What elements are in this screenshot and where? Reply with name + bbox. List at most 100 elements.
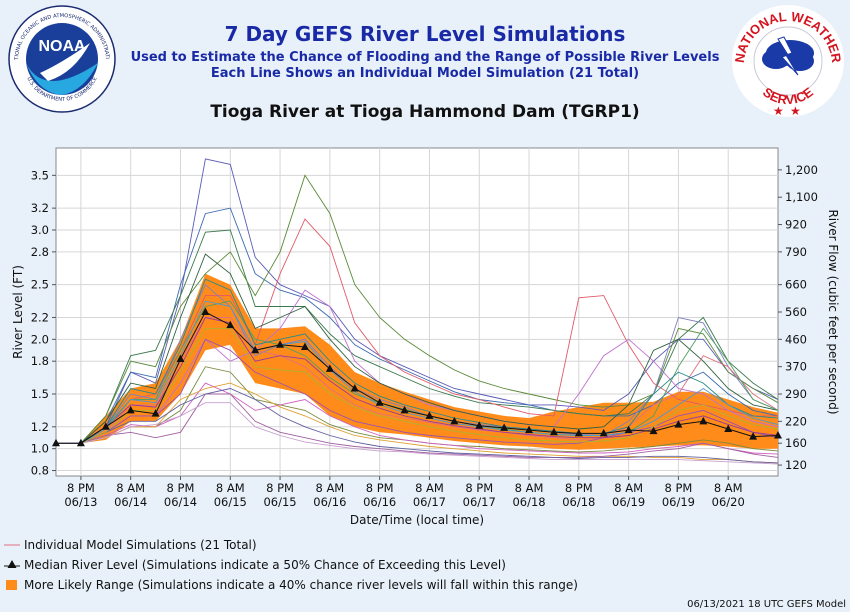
y2-axis-label: River Flow (cubic feet per second) (826, 209, 840, 414)
simulation-line-8 (56, 283, 779, 444)
median-marker (350, 384, 359, 392)
legend-individual: Individual Model Simulations (21 Total) (4, 538, 257, 552)
x-tick-label-date: 06/13 (64, 495, 97, 509)
y-tick-label: 0.8 (31, 464, 49, 478)
x-tick-label-time: 8 AM (714, 481, 743, 495)
simulation-line-16 (56, 388, 779, 464)
simulation-line-1 (56, 158, 779, 444)
x-tick-label-time: 8 PM (664, 481, 692, 495)
y-axis-label: River Level (FT) (11, 265, 25, 359)
x-tick-label-date: 06/14 (164, 495, 197, 509)
simulation-line-18 (56, 278, 779, 444)
median-marker (201, 307, 210, 315)
simulation-line-10 (56, 300, 779, 444)
x-tick-label-date: 06/15 (263, 495, 296, 509)
y2-tick-label: 290 (785, 387, 807, 401)
x-tick-label-date: 06/19 (612, 495, 645, 509)
median-marker (649, 426, 658, 435)
x-tick-label-date: 06/14 (114, 495, 147, 509)
x-tick-label-time: 8 PM (565, 481, 593, 495)
nws-star-right-icon: ★ (790, 104, 801, 118)
legend-range-swatch (4, 579, 20, 591)
x-tick-label-time: 8 PM (67, 481, 95, 495)
y2-tick-label: 660 (785, 278, 807, 292)
x-tick-label-time: 8 AM (315, 481, 344, 495)
simulation-line-17 (56, 402, 779, 465)
simulation-line-3 (56, 229, 779, 444)
median-marker (151, 409, 160, 417)
nws-logo: NATIONAL WEATHER SERVICE ★ ★ (732, 5, 844, 118)
median-marker (101, 422, 110, 430)
y2-tick-label: 1,100 (785, 190, 818, 204)
simulation-line-4 (56, 174, 779, 444)
x-tick-label-date: 06/16 (363, 495, 396, 509)
y-tick-label: 3.2 (31, 201, 49, 215)
y2-tick-label: 560 (785, 305, 807, 319)
x-tick-label-date: 06/19 (662, 495, 695, 509)
legend-individual-swatch (4, 539, 20, 551)
legend-median-swatch (4, 559, 20, 571)
x-tick-label-time: 8 AM (216, 481, 245, 495)
median-marker (375, 398, 384, 406)
median-line (56, 311, 779, 444)
legend-range-label: More Likely Range (Simulations indicate … (24, 578, 578, 592)
footer-model-run: 06/13/2021 18 UTC GEFS Model (687, 599, 846, 610)
simulation-line-2 (56, 207, 779, 444)
median-marker (749, 432, 758, 440)
x-tick-label-time: 8 AM (515, 481, 544, 495)
legend-individual-label: Individual Model Simulations (21 Total) (24, 538, 257, 552)
median-marker (450, 416, 459, 425)
y2-tick-label: 1,200 (785, 163, 818, 177)
simulation-line-7 (56, 253, 779, 444)
y2-tick-label: 160 (785, 436, 807, 450)
x-tick-label-time: 8 PM (465, 481, 493, 495)
median-marker (525, 425, 534, 434)
y-tick-label: 2.0 (31, 332, 49, 346)
median-marker (325, 364, 334, 372)
y2-tick-label: 460 (785, 332, 807, 346)
median-marker (624, 425, 633, 434)
median-marker (52, 438, 60, 447)
median-marker (724, 424, 733, 432)
median-marker (176, 354, 185, 363)
chart-title: Tioga River at Tioga Hammond Dam (TGRP1) (210, 102, 640, 122)
x-tick-label-date: 06/20 (712, 495, 745, 509)
noaa-logo-text: NOAA (38, 38, 86, 55)
legend-range: More Likely Range (Simulations indicate … (4, 578, 578, 592)
y-tick-label: 1.0 (31, 442, 49, 456)
median-marker (549, 427, 558, 436)
simulation-line-19 (56, 327, 779, 444)
legend-median: Median River Level (Simulations indicate… (4, 558, 506, 572)
median-line-group (52, 307, 782, 447)
y2-tick-label: 790 (785, 245, 807, 259)
simulation-line-11 (56, 338, 779, 445)
median-marker (574, 428, 583, 437)
y2-tick-label: 370 (785, 360, 807, 374)
y-tick-label: 1.8 (31, 354, 49, 368)
x-tick-label-date: 06/15 (214, 495, 247, 509)
header-subtitle-1: Used to Estimate the Chance of Flooding … (130, 50, 720, 65)
simulation-line-20 (56, 316, 779, 444)
median-marker (500, 423, 509, 431)
median-marker (674, 420, 683, 428)
x-tick-label-time: 8 AM (614, 481, 643, 495)
median-marker (126, 405, 135, 414)
legend-median-label: Median River Level (Simulations indicate… (24, 558, 506, 572)
median-marker (699, 416, 708, 425)
y2-tick-label: 120 (785, 458, 807, 472)
median-marker (276, 340, 285, 348)
simulation-line-15 (56, 393, 779, 458)
x-tick-label-time: 8 PM (366, 481, 394, 495)
y2-tick-label: 920 (785, 218, 807, 232)
x-tick-label-date: 06/17 (413, 495, 446, 509)
median-marker (774, 431, 782, 439)
y-tick-label: 2.8 (31, 245, 49, 259)
y-tick-label: 1.2 (31, 420, 49, 434)
x-tick-label-time: 8 PM (266, 481, 294, 495)
median-marker (400, 405, 409, 414)
y-tick-label: 2.5 (31, 278, 49, 292)
noaa-logo: NOAA NATIONAL OCEANIC AND ATMOSPHERIC AD… (4, 3, 116, 113)
header-title: 7 Day GEFS River Level Simulations (224, 22, 626, 46)
